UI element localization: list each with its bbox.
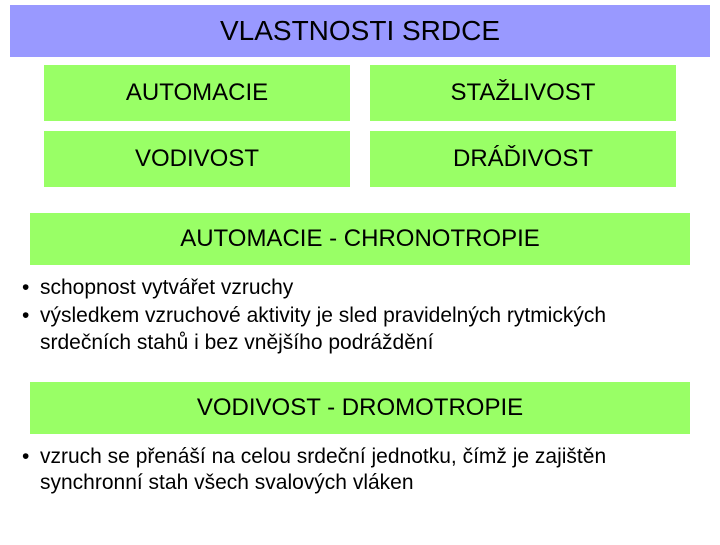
bullet-item: vzruch se přenáší na celou srdeční jedno… — [18, 444, 702, 497]
bullet-item: schopnost vytvářet vzruchy — [18, 275, 702, 301]
bullet-list: vzruch se přenáší na celou srdeční jedno… — [18, 444, 702, 497]
slide-title: VLASTNOSTI SRDCE — [10, 5, 710, 57]
grid-cell: DRÁĎIVOST — [370, 131, 676, 187]
grid-cell: STAŽLIVOST — [370, 65, 676, 121]
bullet-list: schopnost vytvářet vzruchy výsledkem vzr… — [18, 275, 702, 356]
section-heading: VODIVOST - DROMOTROPIE — [30, 382, 690, 434]
properties-grid: AUTOMACIE STAŽLIVOST VODIVOST DRÁĎIVOST — [44, 65, 676, 187]
grid-cell: AUTOMACIE — [44, 65, 350, 121]
grid-cell: VODIVOST — [44, 131, 350, 187]
section-heading: AUTOMACIE - CHRONOTROPIE — [30, 213, 690, 265]
bullet-item: výsledkem vzruchové aktivity je sled pra… — [18, 303, 702, 356]
